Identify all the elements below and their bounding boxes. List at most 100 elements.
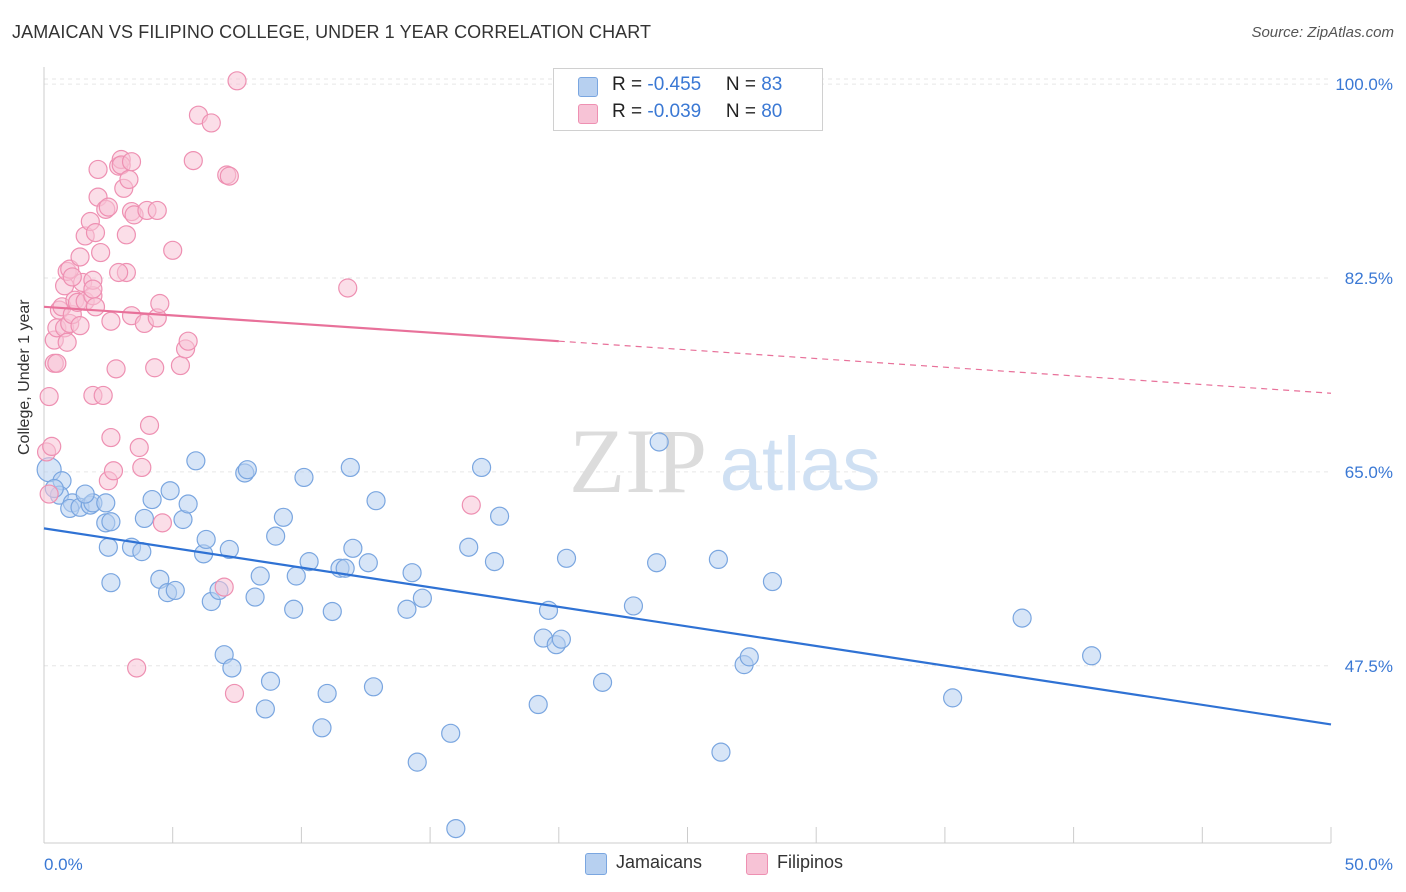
legend-label-filipinos: Filipinos bbox=[777, 852, 844, 872]
jamaicans-swatch bbox=[578, 77, 598, 97]
filipinos-points bbox=[36, 71, 481, 704]
y-tick-label: 82.5% bbox=[1345, 269, 1393, 288]
jamaicans-point bbox=[471, 457, 492, 478]
jamaicans-point bbox=[255, 699, 275, 719]
legend-r-value: -0.455 bbox=[647, 74, 702, 95]
filipinos-point bbox=[109, 262, 129, 283]
jamaicans-point bbox=[322, 601, 342, 622]
filipinos-swatch bbox=[746, 853, 768, 875]
jamaicans-point bbox=[75, 484, 95, 504]
jamaicans-point bbox=[459, 537, 479, 557]
jamaicans-point bbox=[294, 467, 314, 488]
jamaicans-point bbox=[647, 553, 667, 573]
jamaicans-point bbox=[260, 671, 281, 691]
filipinos-point bbox=[83, 279, 103, 299]
filipinos-point bbox=[98, 197, 118, 217]
jamaicans-point bbox=[186, 451, 206, 471]
jamaicans-point bbox=[446, 818, 466, 839]
filipinos-point bbox=[47, 353, 67, 373]
jamaicans-point bbox=[178, 494, 198, 514]
jamaicans-point bbox=[366, 491, 386, 511]
jamaicans-point bbox=[245, 587, 265, 607]
jamaicans-point bbox=[101, 573, 121, 593]
jamaicans-point bbox=[943, 688, 963, 708]
filipinos-point bbox=[39, 484, 59, 504]
filipinos-point bbox=[121, 152, 142, 172]
filipinos-point bbox=[150, 293, 170, 314]
jamaicans-point bbox=[250, 566, 270, 586]
trend-lines bbox=[43, 305, 1332, 726]
filipinos-point bbox=[201, 113, 221, 133]
filipinos-point bbox=[139, 415, 160, 435]
filipinos-point bbox=[93, 385, 113, 406]
jamaicans-point bbox=[363, 677, 384, 697]
filipinos-point bbox=[127, 658, 147, 678]
filipinos-point bbox=[119, 169, 139, 190]
jamaicans-point bbox=[160, 481, 180, 501]
jamaicans-point bbox=[96, 493, 116, 513]
filipinos-point bbox=[183, 150, 203, 171]
filipinos-point bbox=[88, 159, 108, 180]
source-label: Source: ZipAtlas.com bbox=[1251, 24, 1394, 41]
jamaicans-point bbox=[237, 460, 257, 480]
jamaicans-point bbox=[312, 718, 332, 738]
filipinos-point bbox=[147, 200, 167, 221]
filipinos-trend-extension bbox=[558, 340, 1332, 394]
filipinos-point bbox=[227, 71, 247, 91]
jamaicans-point bbox=[358, 553, 378, 573]
filipinos-point bbox=[62, 267, 82, 287]
y-axis-label: College, Under 1 year bbox=[16, 299, 33, 455]
filipinos-point bbox=[39, 386, 59, 407]
jamaicans-point bbox=[556, 548, 577, 568]
jamaicans-point bbox=[739, 647, 759, 667]
filipinos-point bbox=[70, 316, 90, 336]
filipinos-point bbox=[42, 436, 62, 457]
jamaicans-point bbox=[343, 538, 363, 558]
jamaicans-point bbox=[1012, 608, 1032, 628]
jamaicans-point bbox=[98, 537, 118, 557]
jamaicans-point bbox=[402, 563, 422, 583]
filipinos-point bbox=[57, 332, 77, 352]
jamaicans-point bbox=[286, 566, 306, 586]
filipinos-point bbox=[214, 577, 234, 597]
filipinos-point bbox=[70, 247, 90, 267]
y-tick-label: 65.0% bbox=[1345, 463, 1393, 482]
legend-label-jamaicans: Jamaicans bbox=[616, 852, 703, 872]
jamaicans-point bbox=[623, 596, 644, 616]
filipinos-point bbox=[106, 359, 126, 379]
jamaicans-point bbox=[762, 571, 783, 592]
jamaicans-point bbox=[708, 549, 728, 570]
jamaicans-point bbox=[222, 658, 242, 678]
filipinos-point bbox=[101, 311, 121, 331]
legend-n-value: 83 bbox=[761, 74, 783, 95]
filipinos-point bbox=[85, 223, 106, 243]
watermark-zip: ZIP bbox=[569, 410, 707, 512]
legend-r-label: R = bbox=[612, 101, 648, 122]
jamaicans-point bbox=[412, 588, 432, 608]
filipinos-point bbox=[129, 437, 149, 458]
grid-lines bbox=[44, 78, 1331, 667]
filipinos-point bbox=[116, 225, 136, 245]
filipinos-point bbox=[461, 495, 481, 515]
jamaicans-point bbox=[441, 723, 461, 743]
jamaicans-point bbox=[165, 580, 185, 601]
x-tick-label: 50.0% bbox=[1345, 855, 1393, 874]
jamaicans-point bbox=[528, 694, 548, 715]
y-tick-label: 47.5% bbox=[1345, 657, 1393, 676]
correlation-legend: R = -0.455 N = 83 R = -0.039 N = 80 bbox=[553, 68, 823, 131]
jamaicans-point bbox=[397, 599, 417, 619]
jamaicans-point bbox=[489, 506, 510, 526]
jamaicans-swatch bbox=[585, 853, 607, 875]
jamaicans-point bbox=[484, 552, 505, 572]
jamaicans-point bbox=[266, 526, 286, 546]
filipinos-point bbox=[219, 166, 239, 186]
jamaicans-point bbox=[711, 742, 731, 762]
watermark: ZIP atlas bbox=[569, 410, 880, 512]
filipinos-point bbox=[170, 355, 191, 376]
legend-n-label: N = bbox=[725, 74, 762, 95]
filipinos-point bbox=[145, 358, 165, 378]
filipinos-point bbox=[178, 331, 198, 351]
legend-n-value: 80 bbox=[761, 101, 783, 122]
legend-r-value: -0.039 bbox=[647, 101, 702, 122]
